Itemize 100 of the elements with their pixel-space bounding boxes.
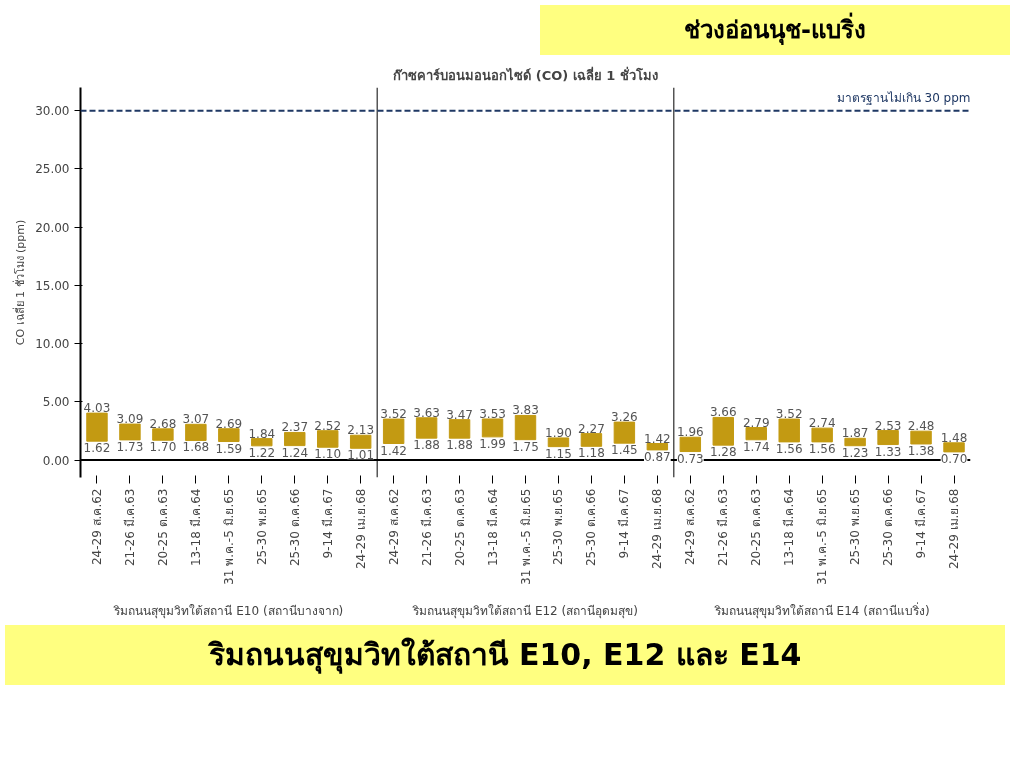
data-label: 1.84 bbox=[248, 426, 276, 441]
x-tick-label: 21-26 มี.ค.63 bbox=[419, 488, 434, 567]
chart-title: ก๊าซคาร์บอนมอนอกไซด์ (CO) เฉลี่ย 1 ชั่วโมง bbox=[393, 65, 658, 83]
data-label: 2.53 bbox=[874, 418, 902, 433]
annotation: 1.88 bbox=[446, 438, 473, 453]
bar bbox=[152, 428, 174, 441]
data-label: 2.68 bbox=[149, 416, 177, 431]
annotation: 1.88 bbox=[413, 438, 440, 453]
data-label: 2.79 bbox=[742, 415, 770, 430]
data-label: 1.90 bbox=[545, 425, 572, 440]
data-label: 2.13 bbox=[347, 423, 375, 438]
annotation: 0.73 bbox=[676, 451, 704, 466]
bar bbox=[317, 430, 339, 448]
data-label: 3.09 bbox=[116, 412, 144, 427]
annotation: 1.24 bbox=[281, 445, 309, 460]
data-label: 3.52 bbox=[775, 407, 803, 422]
annotation: 1.56 bbox=[775, 441, 803, 456]
x-tick-label: 25-30 ต.ค.66 bbox=[584, 488, 599, 567]
text: ริมถนนสุขุมวิทใต้สถานี E12 (สถานีอุดมสุข) bbox=[412, 603, 638, 619]
x-tick-label: 9-14 มี.ค.67 bbox=[320, 488, 335, 559]
x-tick-label: 24-29 ส.ค.62 bbox=[89, 488, 104, 566]
annotation: 1.59 bbox=[215, 441, 243, 456]
annotation: 1.10 bbox=[314, 447, 342, 462]
x-tick-label: 24-29 เม.ย.68 bbox=[353, 488, 368, 570]
annotation: 1.62 bbox=[83, 441, 111, 456]
annotation: 1.99 bbox=[479, 436, 506, 451]
annotation: 1.01 bbox=[347, 448, 375, 463]
bar bbox=[185, 423, 207, 441]
x-tick-label: 25-30 พ.ย.65 bbox=[551, 488, 566, 566]
bar bbox=[119, 423, 141, 441]
x-tick-label: 31 พ.ค.-5 มิ.ย.65 bbox=[221, 488, 236, 585]
data-label: 3.66 bbox=[709, 405, 737, 420]
x-tick-label: 21-26 มี.ค.63 bbox=[122, 488, 137, 567]
bar bbox=[811, 427, 833, 443]
bar bbox=[251, 438, 273, 447]
bar bbox=[745, 427, 767, 441]
annotation: 1.28 bbox=[709, 445, 737, 460]
y-tick-label: 25.00 bbox=[35, 162, 70, 177]
text: ริมถนนสุขุมวิทใต้สถานี E10, E12 และ E14 bbox=[208, 636, 802, 676]
ref-line-label: มาตรฐานไม่เกิน 30 ppm bbox=[836, 90, 971, 105]
x-tick-label: 20-25 ต.ค.63 bbox=[155, 488, 170, 567]
x-tick-label: 13-18 มี.ค.64 bbox=[188, 488, 203, 567]
bar bbox=[580, 433, 603, 447]
annotation: 0.87 bbox=[643, 449, 671, 464]
data-label: 3.52 bbox=[380, 407, 408, 422]
annotation: 1.73 bbox=[116, 439, 144, 454]
text: ริมถนนสุขุมวิทใต้สถานี E10 (สถานีบางจาก) bbox=[113, 603, 344, 619]
x-tick-label: 25-30 ต.ค.66 bbox=[287, 488, 302, 567]
y-tick-label: 30.00 bbox=[35, 104, 70, 119]
x-tick-label: 24-29 ส.ค.62 bbox=[683, 488, 698, 566]
bar bbox=[547, 437, 570, 448]
data-label: 1.42 bbox=[643, 431, 671, 446]
x-tick-label: 25-30 ต.ค.66 bbox=[881, 488, 896, 567]
annotation: 1.56 bbox=[808, 441, 836, 456]
y-tick-label: 15.00 bbox=[35, 278, 70, 293]
bar bbox=[679, 436, 702, 453]
x-tick-label: 25-30 พ.ย.65 bbox=[848, 488, 863, 566]
data-label: 4.03 bbox=[83, 401, 111, 416]
bar bbox=[514, 414, 537, 441]
y-tick-label: 0.00 bbox=[42, 453, 70, 468]
text: ริมถนนสุขุมวิทใต้สถานี E14 (สถานีแบริ่ง) bbox=[713, 601, 930, 619]
annotation: 1.15 bbox=[545, 446, 572, 461]
bar bbox=[943, 442, 965, 453]
x-tick-label: 21-26 มี.ค.63 bbox=[716, 488, 731, 567]
bar bbox=[382, 418, 405, 445]
annotation: 1.33 bbox=[874, 444, 902, 459]
annotation: 1.18 bbox=[578, 446, 605, 461]
x-tick-label: 9-14 มี.ค.67 bbox=[914, 488, 929, 559]
data-label: 1.48 bbox=[940, 430, 968, 445]
x-tick-label: 13-18 มี.ค.64 bbox=[485, 488, 500, 567]
bar bbox=[86, 412, 108, 442]
bar bbox=[448, 419, 471, 439]
y-tick-label: 20.00 bbox=[35, 220, 70, 235]
data-label: 2.69 bbox=[215, 416, 243, 431]
data-label: 1.96 bbox=[676, 425, 704, 440]
bar bbox=[844, 437, 866, 447]
bar bbox=[712, 416, 734, 446]
bar bbox=[284, 431, 306, 447]
annotation: 1.42 bbox=[380, 443, 408, 458]
data-label: 3.53 bbox=[479, 406, 506, 421]
annotation: 1.75 bbox=[512, 439, 539, 454]
x-tick-label: 31 พ.ค.-5 มิ.ย.65 bbox=[815, 488, 830, 585]
x-tick-label: 24-29 เม.ย.68 bbox=[650, 488, 665, 570]
annotation: 1.38 bbox=[907, 443, 935, 458]
x-tick-label: 13-18 มี.ค.64 bbox=[782, 488, 797, 567]
data-label: 2.52 bbox=[314, 418, 342, 433]
data-label: 2.74 bbox=[808, 416, 836, 431]
bar bbox=[646, 443, 669, 451]
x-tick-label: 31 พ.ค.-5 มิ.ย.65 bbox=[518, 488, 533, 585]
annotation: 1.74 bbox=[742, 439, 770, 454]
y-axis-title: CO เฉลี่ย 1 ชั่วโมง (ppm) bbox=[12, 219, 28, 346]
data-label: 2.48 bbox=[907, 419, 935, 434]
bar bbox=[481, 418, 504, 438]
y-tick-label: 5.00 bbox=[42, 395, 70, 410]
x-tick-label: 25-30 พ.ย.65 bbox=[254, 488, 269, 566]
bar bbox=[877, 430, 899, 446]
x-tick-label: 24-29 เม.ย.68 bbox=[947, 488, 962, 570]
annotation: 1.70 bbox=[149, 440, 177, 455]
chart-subtitle: ช่วงอ่อนนุช-แบริ่ง bbox=[684, 11, 866, 47]
data-label: 2.37 bbox=[281, 420, 309, 435]
